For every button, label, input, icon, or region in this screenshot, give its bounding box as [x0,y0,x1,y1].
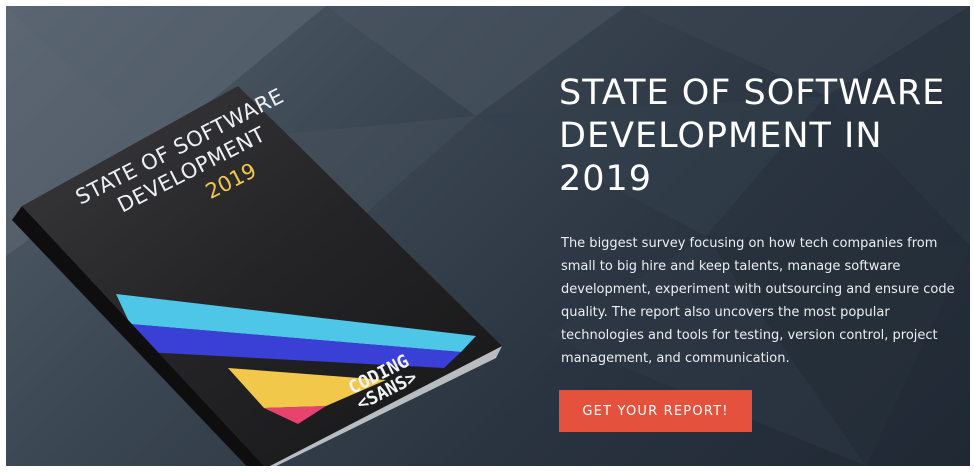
hero-banner: STATE OF SOFTWARE DEVELOPMENT 2019 CODIN… [6,6,970,466]
hero-description: The biggest survey focusing on how tech … [561,236,955,366]
page-title: STATE OF SOFTWARE DEVELOPMENT IN 2019 [559,73,946,199]
get-report-button[interactable]: GET YOUR REPORT! [559,390,752,432]
book-cover-image [12,86,502,466]
